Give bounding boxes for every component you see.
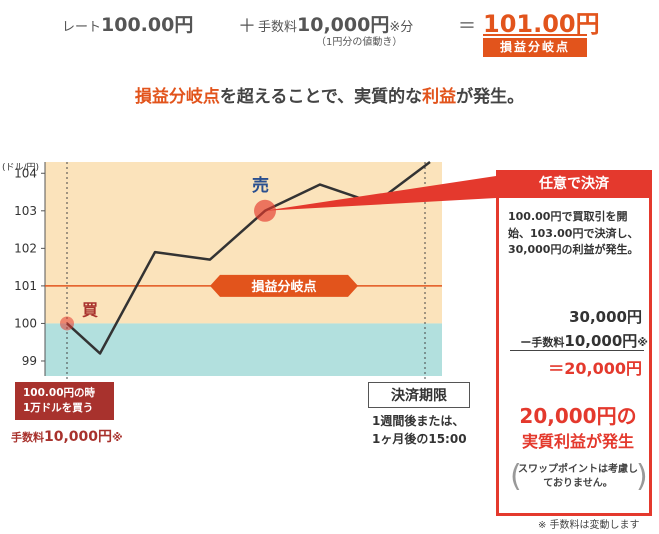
panel-fee-prefix: ー手数料 xyxy=(520,336,565,349)
tagline-highlight-1: 損益分岐点 xyxy=(134,87,220,107)
buy-marker xyxy=(60,316,74,331)
panel-profit-label: 実質利益が発生 xyxy=(521,432,634,451)
paren-left: ( xyxy=(510,459,522,494)
panel-gross: 30,000円 xyxy=(569,308,642,326)
rate-value: 100.00円 xyxy=(101,14,194,36)
loss-zone xyxy=(45,323,442,376)
formula: レート100.00円 ＋ 手数料10,000円※分 （1円分の値動き） ＝ 10… xyxy=(62,4,652,64)
deadline-text: 1週間後または、 1ヶ月後の15:00 xyxy=(372,412,467,448)
buy-note-line2: 1万ドルを買う xyxy=(23,402,94,414)
deadline-line1: 1週間後または、 xyxy=(372,414,465,428)
rate-label: レート xyxy=(62,20,102,35)
fee-suffix: ※分 xyxy=(389,20,414,35)
breakeven-tag xyxy=(210,274,358,297)
panel-profit-value: 20,000円の xyxy=(519,404,637,428)
y-axis-label: (ドル/円) xyxy=(2,162,39,173)
y-tick-label: 104 xyxy=(14,166,37,180)
result-value: 101.00円 xyxy=(483,10,600,38)
buy-fee-mark: ※ xyxy=(112,431,123,444)
rate-term: レート100.00円 xyxy=(62,10,193,37)
buy-label: 買 xyxy=(82,300,98,319)
y-tick-label: 99 xyxy=(22,354,37,368)
panel-swap-note: スワップポイントは考慮しておりません。 xyxy=(518,464,638,489)
panel-fee-value: 10,000円 xyxy=(564,332,638,350)
panel-head: 任意で決済 xyxy=(496,170,652,198)
buy-note-line1: 100.00円の時 xyxy=(23,387,96,399)
result-underline xyxy=(483,34,587,36)
breakeven-tag-label: 損益分岐点 xyxy=(251,279,316,295)
panel-fee-mark: ※ xyxy=(637,336,648,349)
panel-result: ＝20,000円 xyxy=(548,359,642,378)
sell-marker xyxy=(254,199,276,222)
tagline-part-2: が発生。 xyxy=(456,87,525,107)
fee-label: 手数料 xyxy=(258,20,298,35)
buy-fee-note: 手数料10,000円※ xyxy=(11,426,123,446)
buy-note: 100.00円の時 1万ドルを買う xyxy=(15,382,114,420)
y-tick-label: 102 xyxy=(14,241,37,255)
tagline-highlight-2: 利益 xyxy=(422,87,457,107)
sell-label: 売 xyxy=(252,175,269,196)
panel-rule xyxy=(510,350,644,351)
y-tick-label: 103 xyxy=(14,204,37,218)
fee-note: （1円分の値動き） xyxy=(316,37,403,48)
result-tag: 損益分岐点 xyxy=(483,38,587,57)
panel-desc: 100.00円で買取引を開始、103.00円で決済し、30,000円の利益が発生… xyxy=(508,210,639,256)
tagline-part-1: を超えることで、実質的な xyxy=(219,87,423,107)
buy-fee-label: 手数料 xyxy=(11,431,44,444)
settlement-panel xyxy=(496,170,652,516)
profit-zone xyxy=(45,162,442,286)
tagline: 損益分岐点を超えることで、実質的な利益が発生。 xyxy=(0,82,659,107)
buy-fee-value: 10,000円 xyxy=(44,429,113,445)
footnote: ※ 手数料は変動します xyxy=(538,520,640,531)
deadline-title: 決済期限 xyxy=(368,382,470,408)
fee-term: 手数料10,000円※分 xyxy=(258,10,413,37)
y-tick-label: 101 xyxy=(14,279,37,293)
paren-right: ) xyxy=(636,459,648,494)
deadline-line2: 1ヶ月後の15:00 xyxy=(372,432,467,446)
equals-sign: ＝ xyxy=(458,16,476,37)
plus-sign: ＋ xyxy=(238,16,256,37)
fee-value: 10,000円 xyxy=(297,14,390,36)
panel-fee: ー手数料10,000円※ xyxy=(508,330,648,351)
y-tick-label: 100 xyxy=(14,316,37,330)
